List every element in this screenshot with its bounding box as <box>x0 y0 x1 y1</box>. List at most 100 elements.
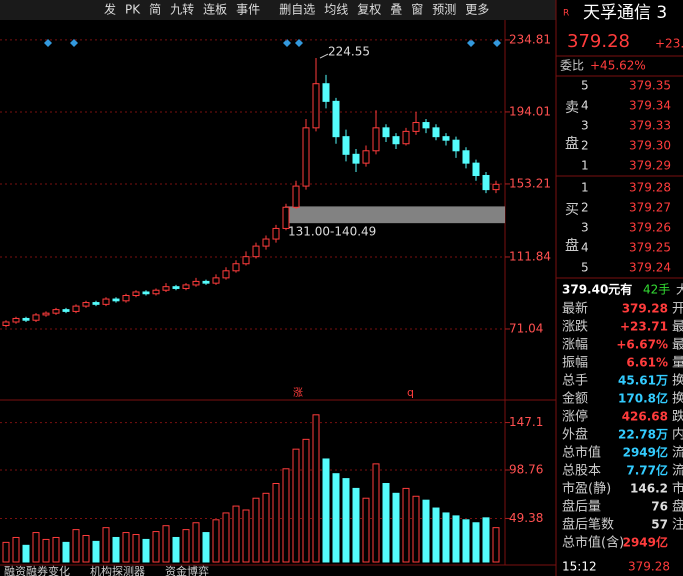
volume-bar <box>392 492 400 563</box>
stat-value: 57 <box>651 518 668 532</box>
volume-bar <box>312 414 320 563</box>
volume-bar <box>52 536 60 563</box>
candle-body <box>312 83 320 129</box>
y-tick-label: 98.76 <box>509 462 543 476</box>
book-level: 1 <box>581 159 589 173</box>
candle-body <box>242 256 250 265</box>
stat-value: 146.2 <box>630 482 668 496</box>
book-price: 379.28 <box>629 181 671 195</box>
event-diamonds <box>44 39 501 47</box>
trade-volume: 42手 <box>643 283 670 297</box>
stat-extra: 量 <box>672 356 683 371</box>
toolbar-button[interactable]: 事件 <box>236 3 260 17</box>
bottom-tab[interactable]: 融资融券变化 <box>4 564 70 576</box>
stat-label: 盘后量 <box>562 499 601 515</box>
volume-bar <box>452 515 460 563</box>
toolbar-button[interactable]: 窗 <box>411 3 423 17</box>
book-level: 1 <box>581 181 589 195</box>
toolbar-button[interactable]: 九转 <box>170 2 194 17</box>
bottom-tab[interactable]: 资金博弈 <box>165 564 209 576</box>
toolbar-button[interactable]: 均线 <box>324 3 348 17</box>
volume-bar <box>442 512 450 563</box>
diamond <box>70 39 78 47</box>
stat-value: 2949亿 <box>623 445 668 460</box>
diamond <box>44 39 52 47</box>
volume-bar <box>322 458 330 563</box>
toolbar-button[interactable]: 更多 <box>465 3 489 17</box>
stat-label: 金额 <box>562 391 588 407</box>
y-tick-label: 147.1 <box>509 415 543 429</box>
toolbar-button[interactable]: 发 <box>104 2 116 17</box>
candle-body <box>2 321 10 327</box>
stat-value: 7.77亿 <box>626 463 668 478</box>
volume-bar <box>422 499 430 563</box>
candle-body <box>232 263 240 272</box>
volume-bar <box>342 478 350 563</box>
volume-bar <box>272 483 280 563</box>
volume-bar <box>302 438 310 563</box>
volume-bar <box>472 522 480 563</box>
stat-value: 45.61万 <box>618 374 668 388</box>
high-pointer <box>319 53 329 59</box>
volume-bar <box>292 448 300 563</box>
volume-bar <box>252 497 260 563</box>
candle-body <box>132 291 140 297</box>
book-level: 4 <box>581 241 589 255</box>
toolbar-button[interactable]: 叠 <box>390 3 402 17</box>
sell-label: 卖 <box>565 100 579 116</box>
volume-bar <box>222 512 230 563</box>
buy-label: 盘 <box>565 237 579 254</box>
diamond <box>283 39 291 47</box>
volume-bar <box>372 463 380 563</box>
buy-label: 买 <box>565 202 579 218</box>
y-tick-label: 234.81 <box>509 32 551 46</box>
volume-bar <box>382 483 390 563</box>
stat-label: 总手 <box>562 374 588 389</box>
candle-body <box>362 150 370 164</box>
volume-bar <box>82 535 90 563</box>
toolbar-button[interactable]: 预测 <box>432 3 456 17</box>
volume-bar <box>482 517 490 563</box>
volume-bar <box>162 525 170 563</box>
candle-body <box>222 270 230 279</box>
high-label: 224.55 <box>328 45 370 59</box>
stat-extra: 流 <box>672 446 683 461</box>
toolbar-button[interactable]: 复权 <box>357 3 381 17</box>
trade-price: 379.40元有 <box>562 282 632 297</box>
book-price: 379.35 <box>629 79 671 93</box>
candle-body <box>82 302 90 307</box>
bottom-tab[interactable]: 机构探测器 <box>90 564 145 576</box>
diamond <box>493 39 501 47</box>
toolbar-button[interactable]: 删自选 <box>279 3 315 17</box>
candle-body <box>182 284 190 289</box>
candle-body <box>372 127 380 152</box>
stat-value: 379.28 <box>622 302 668 316</box>
stat-extra: 市 <box>672 481 683 497</box>
candle-body <box>112 298 120 302</box>
book-level: 3 <box>581 221 589 235</box>
volume-bar <box>262 492 270 563</box>
toolbar-button[interactable]: 连板 <box>203 2 227 17</box>
y-tick-label: 49.38 <box>509 511 543 525</box>
volume-bar <box>432 507 440 563</box>
candle-body <box>92 302 100 305</box>
stat-extra: 换 <box>672 374 683 389</box>
y-tick-label: 71.04 <box>509 321 543 335</box>
toolbar-button[interactable]: 简 <box>149 3 161 17</box>
candle-body <box>332 100 340 138</box>
diamond <box>467 39 475 47</box>
candle-body <box>192 280 200 286</box>
volume-bar <box>492 527 500 563</box>
stat-value: 170.8亿 <box>618 391 668 406</box>
candle-body <box>472 162 480 176</box>
stat-label: 总市值 <box>562 445 601 461</box>
volume-bar <box>242 509 250 563</box>
volume-bar <box>12 536 20 563</box>
book-level: 5 <box>581 261 589 275</box>
y-tick-label: 111.84 <box>509 249 551 263</box>
stat-label: 涨跌 <box>562 319 588 335</box>
toolbar-button[interactable]: PK <box>125 3 141 17</box>
stat-extra: 跌 <box>672 409 683 425</box>
